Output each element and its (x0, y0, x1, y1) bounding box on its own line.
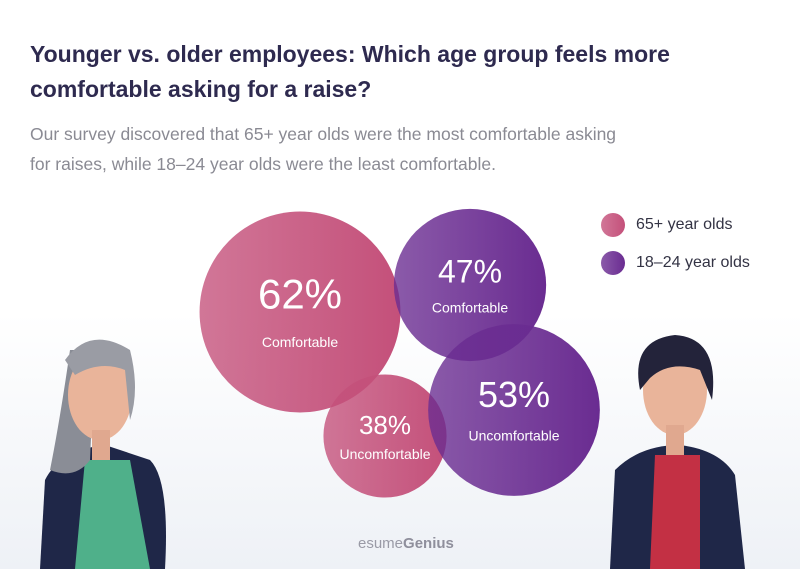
bubble-value-label: 47% (438, 253, 502, 289)
bubble (428, 324, 600, 496)
bubble-category-label: Uncomfortable (468, 428, 559, 444)
brand: esumeGenius (358, 535, 454, 552)
bubble (323, 374, 447, 498)
subtitle: for raises, while 18–24 year olds were t… (30, 154, 496, 174)
legend-label: 18–24 year olds (636, 254, 750, 271)
illustration-right (610, 335, 745, 569)
legend-swatch (601, 213, 625, 237)
bubble-category-label: Comfortable (262, 334, 338, 350)
bubble (199, 211, 401, 413)
bubble-value-label: 62% (258, 270, 342, 317)
bubble (393, 208, 547, 362)
bubble-category-label: Uncomfortable (339, 446, 430, 462)
brand-light: esume (358, 535, 403, 552)
illustration-left (40, 339, 166, 569)
bubble-category-label: Comfortable (432, 300, 508, 316)
legend-swatch (601, 251, 625, 275)
brand-bold: Genius (403, 535, 454, 552)
legend-label: 65+ year olds (636, 216, 733, 233)
chart-title: Younger vs. older employees: Which age g… (30, 41, 670, 67)
bubble-value-label: 38% (359, 410, 411, 440)
subtitle: Our survey discovered that 65+ year olds… (30, 124, 616, 144)
chart-title: comfortable asking for a raise? (30, 76, 371, 102)
bubble-value-label: 53% (478, 374, 550, 415)
